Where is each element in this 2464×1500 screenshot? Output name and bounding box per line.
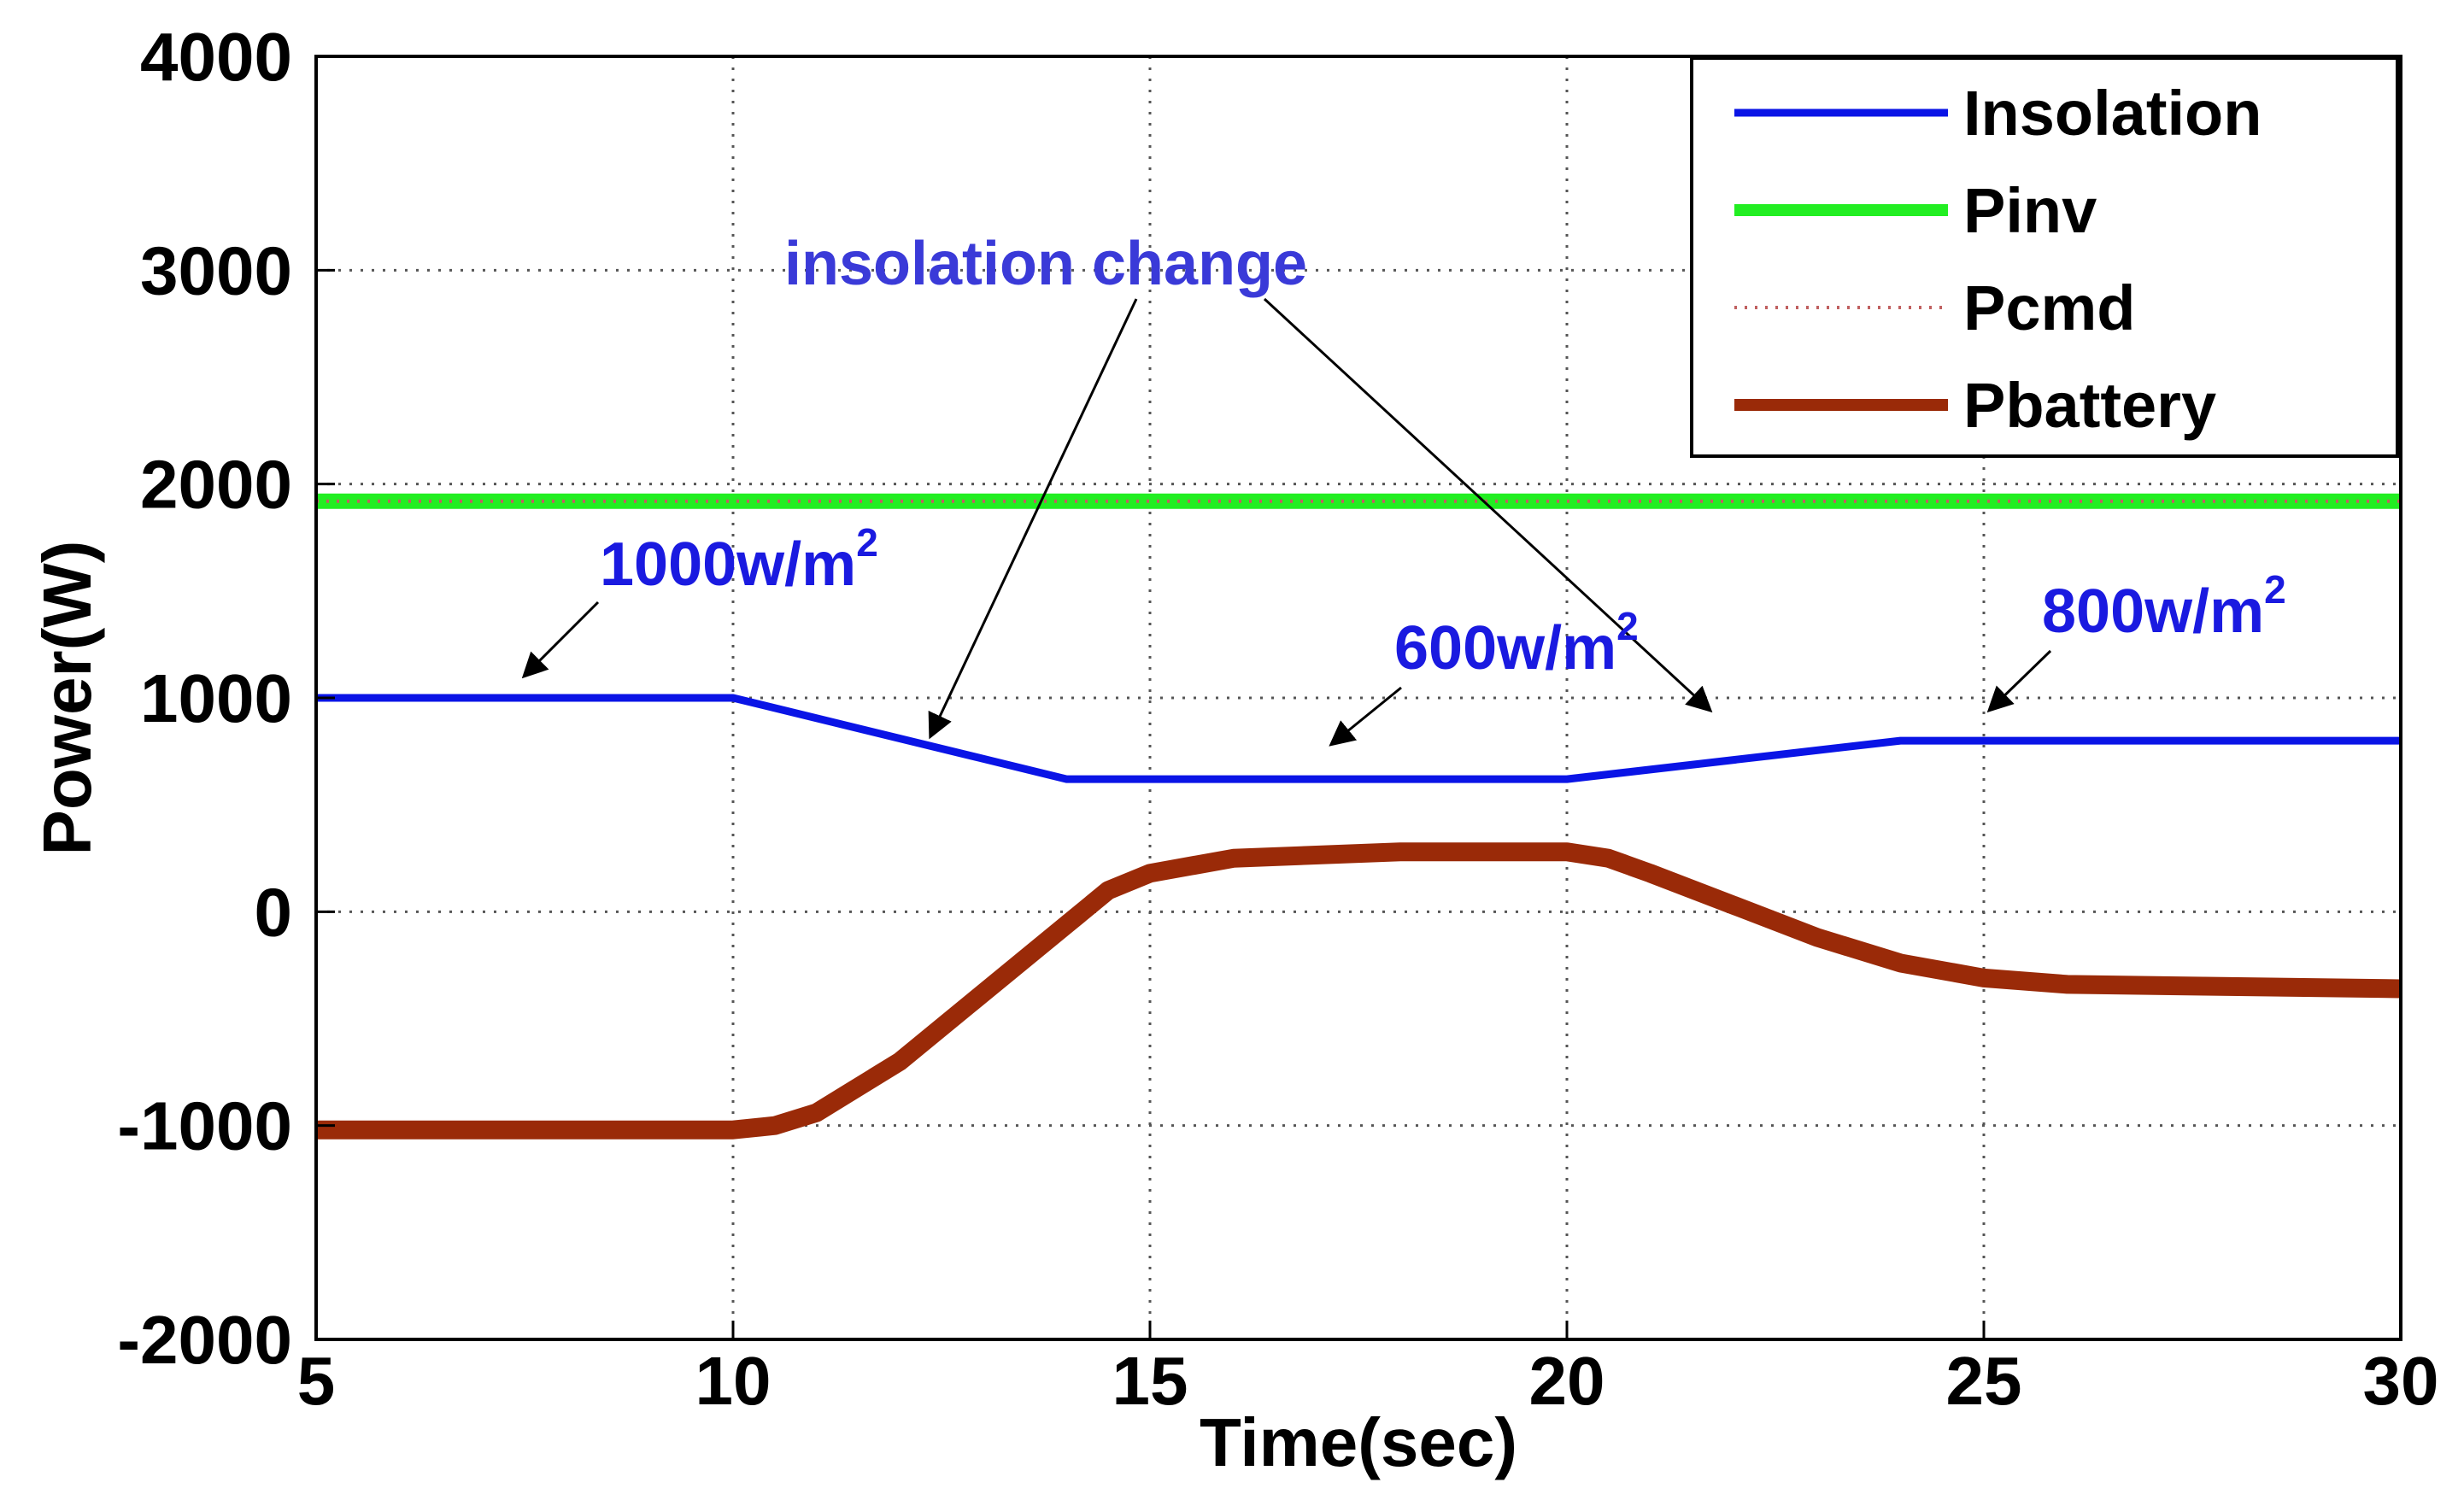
x-axis-title: Time(sec)	[1200, 1404, 1517, 1480]
x-tick-label-5: 5	[297, 1343, 336, 1419]
legend-box	[1690, 56, 2399, 458]
arrow-insolation-change-left	[928, 298, 1138, 740]
legend-label-pbattery: Pbattery	[1963, 370, 2216, 441]
annotation-insolation-change: insolation change	[784, 230, 1307, 298]
x-tick-label-30: 30	[2363, 1343, 2439, 1419]
x-tick-label-25: 25	[1946, 1343, 2022, 1419]
series-line-insolation	[316, 694, 2401, 783]
annotation-600-base: 600w/m	[1394, 614, 1616, 683]
arrow-800	[1986, 649, 2052, 713]
annotation-1000: 1000w/m2	[600, 520, 878, 599]
y-tick-label-1000: 1000	[140, 660, 292, 736]
y-axis-title: Power(W)	[29, 541, 105, 856]
annotation-600: 600w/m2	[1394, 604, 1639, 683]
annotation-800: 800w/m2	[2042, 567, 2286, 646]
y-tick-label-0: 0	[255, 874, 293, 950]
arrow-600	[1329, 686, 1402, 747]
arrow-1000	[521, 601, 600, 679]
x-tick-label-15: 15	[1112, 1343, 1188, 1419]
annotation-arrows	[521, 297, 2052, 747]
y-tick-label--1000: -1000	[117, 1088, 292, 1164]
arrow-insolation-change-right	[1263, 297, 1713, 713]
annotation-600-sup: 2	[1616, 604, 1639, 648]
series-line-pbattery	[316, 842, 2402, 1140]
annotation-800-base: 800w/m	[2042, 577, 2264, 646]
legend-label-pcmd: Pcmd	[1963, 272, 2136, 343]
legend-label-pinv: Pinv	[1963, 175, 2097, 246]
legend: Insolation Pinv Pcmd Pbattery	[1690, 56, 2399, 458]
x-tick-label-20: 20	[1529, 1343, 1605, 1419]
y-tick-label-3000: 3000	[140, 232, 292, 308]
legend-label-insolation: Insolation	[1963, 78, 2262, 149]
annotation-800-sup: 2	[2264, 567, 2286, 612]
annotation-1000-sup: 2	[856, 520, 878, 565]
y-tick-label-4000: 4000	[140, 19, 292, 95]
annotation-1000-base: 1000w/m	[600, 530, 856, 599]
tick-layer: 5 10 15 20 25 30 -2000 -1000 0 1000 2000 3000 4000	[117, 19, 2438, 1419]
y-tick-label--2000: -2000	[117, 1302, 292, 1378]
series-layer	[316, 493, 2402, 1140]
x-tick-label-10: 10	[695, 1343, 771, 1419]
y-tick-label-2000: 2000	[140, 447, 292, 523]
